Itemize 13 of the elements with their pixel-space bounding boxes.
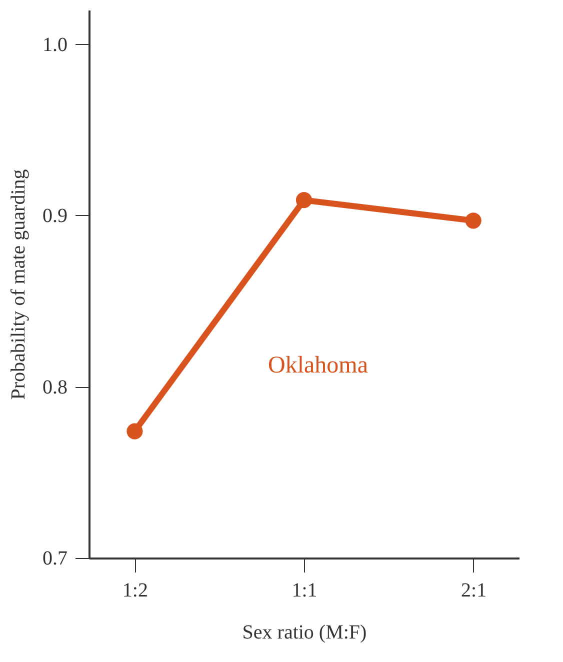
point [296, 192, 312, 208]
y-tick-label: 0.8 [42, 376, 68, 398]
y-tick-label: 0.7 [42, 548, 68, 570]
y-tick-label: 0.9 [42, 205, 68, 227]
x-tick-label: 1:2 [122, 580, 148, 602]
x-axis-title: Sex ratio (M:F) [242, 622, 367, 644]
y-tick-label: 1.0 [42, 34, 68, 56]
text: Oklahoma [268, 352, 368, 378]
x-tick-label: 1:1 [292, 580, 318, 602]
point [126, 423, 143, 440]
x-tick-label: 2:1 [461, 580, 487, 602]
point [465, 212, 482, 229]
y-axis-title: Probability of mate guarding [8, 169, 30, 400]
